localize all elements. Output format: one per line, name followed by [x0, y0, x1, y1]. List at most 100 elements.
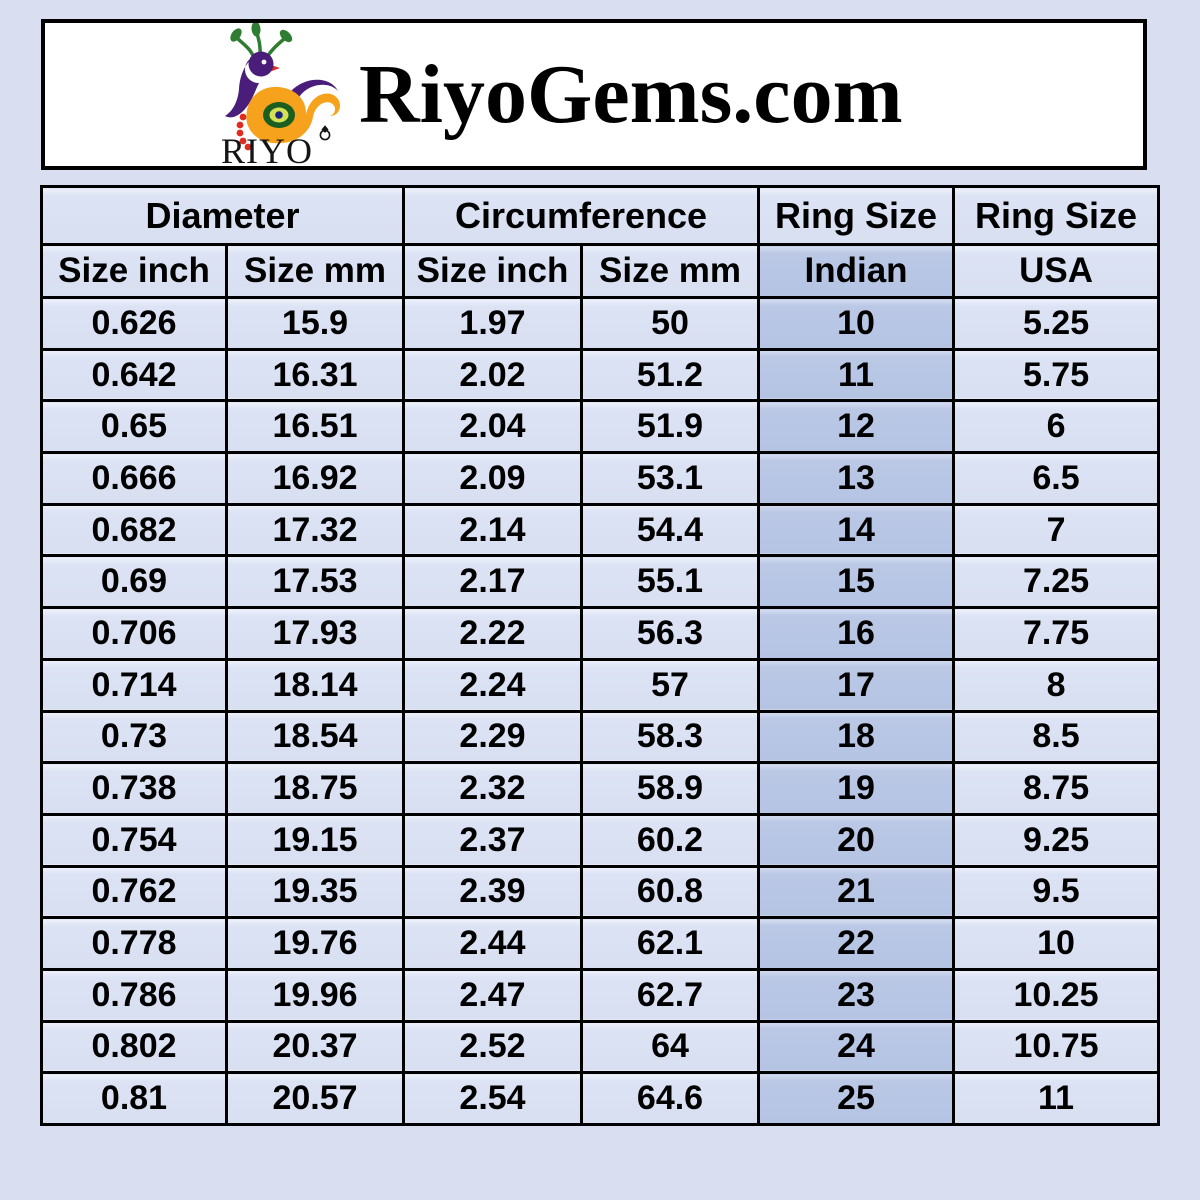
table-cell: 2.02 — [402, 347, 584, 403]
table-cell: 23 — [757, 967, 956, 1023]
table-cell: 15 — [757, 554, 956, 610]
table-cell: 14 — [757, 502, 956, 558]
table-cell: 62.7 — [580, 967, 761, 1023]
table-cell: 20 — [757, 812, 956, 868]
table-row: 0.706 17.93 2.22 56.3 16 7.75 — [40, 606, 1161, 661]
sub-header-circumference-mm: Size mm — [580, 243, 761, 299]
table-cell: 16.31 — [224, 347, 406, 403]
table-cell: 0.786 — [40, 967, 228, 1023]
table-row: 0.682 17.32 2.14 54.4 14 7 — [40, 502, 1161, 558]
table-cell: 17.93 — [224, 606, 406, 661]
table-cell: 17.32 — [224, 502, 406, 558]
peacock-logo-icon: RIYO — [221, 21, 341, 171]
table-cell: 16.92 — [224, 451, 406, 506]
table-row: 0.642 16.31 2.02 51.2 11 5.75 — [40, 347, 1161, 403]
table-cell: 19.96 — [224, 967, 406, 1023]
table-cell: 58.9 — [580, 761, 761, 816]
table-cell: 9.25 — [952, 812, 1161, 868]
table-cell: 0.706 — [40, 606, 228, 661]
table-cell: 55.1 — [580, 554, 761, 610]
table-cell: 9.5 — [952, 864, 1161, 920]
table-cell: 19.76 — [224, 916, 406, 971]
table-cell: 0.714 — [40, 657, 228, 713]
table-cell: 16.51 — [224, 399, 406, 455]
table-row: 0.762 19.35 2.39 60.8 21 9.5 — [40, 864, 1161, 920]
table-row: 0.69 17.53 2.17 55.1 15 7.25 — [40, 554, 1161, 610]
table-cell: 13 — [757, 451, 956, 506]
table-cell: 5.75 — [952, 347, 1161, 403]
sub-header-diameter-mm: Size mm — [224, 243, 406, 299]
table-cell: 18.54 — [224, 709, 406, 765]
table-cell: 2.09 — [402, 451, 584, 506]
table-cell: 2.14 — [402, 502, 584, 558]
table-cell: 19.35 — [224, 864, 406, 920]
group-header-row: Diameter Circumference Ring Size Ring Si… — [39, 185, 1161, 246]
table-cell: 2.39 — [402, 864, 584, 920]
brand-name: RIYO — [221, 131, 313, 166]
table-cell: 15.9 — [224, 296, 406, 351]
table-cell: 22 — [757, 916, 956, 971]
brand-logo: RIYO — [195, 21, 347, 171]
table-cell: 7.75 — [952, 606, 1161, 661]
group-header-ring-size-indian: Ring Size — [757, 185, 956, 246]
table-row: 0.778 19.76 2.44 62.1 22 10 — [40, 916, 1161, 971]
table-cell: 2.17 — [402, 554, 584, 610]
table-cell: 17 — [757, 657, 956, 713]
table-cell: 10 — [952, 916, 1161, 971]
table-cell: 0.762 — [40, 864, 228, 920]
table-cell: 51.9 — [580, 399, 761, 455]
table-cell: 5.25 — [952, 296, 1161, 351]
table-cell: 2.52 — [402, 1019, 584, 1075]
table-cell: 0.626 — [40, 296, 228, 351]
table-row: 0.714 18.14 2.24 57 17 8 — [40, 657, 1161, 713]
table-cell: 24 — [757, 1019, 956, 1075]
ring-icon — [319, 125, 331, 141]
table-cell: 53.1 — [580, 451, 761, 506]
table-cell: 8 — [952, 657, 1161, 713]
table-cell: 0.666 — [40, 451, 228, 506]
table-cell: 0.778 — [40, 916, 228, 971]
table-cell: 0.65 — [40, 399, 228, 455]
table-cell: 54.4 — [580, 502, 761, 558]
table-cell: 60.2 — [580, 812, 761, 868]
table-cell: 2.04 — [402, 399, 584, 455]
sub-header-circumference-inch: Size inch — [402, 243, 584, 299]
table-cell: 18 — [757, 709, 956, 765]
table-cell: 20.57 — [224, 1071, 406, 1126]
table-cell: 58.3 — [580, 709, 761, 765]
table-row: 0.73 18.54 2.29 58.3 18 8.5 — [40, 709, 1161, 765]
table-cell: 12 — [757, 399, 956, 455]
table-cell: 0.642 — [40, 347, 228, 403]
table-cell: 10 — [757, 296, 956, 351]
table-cell: 0.69 — [40, 554, 228, 610]
sub-header-diameter-inch: Size inch — [40, 243, 228, 299]
table-cell: 0.738 — [40, 761, 228, 816]
group-header-circumference: Circumference — [402, 185, 761, 246]
table-cell: 7.25 — [952, 554, 1161, 610]
table-row: 0.666 16.92 2.09 53.1 13 6.5 — [40, 451, 1161, 506]
size-chart-table: Diameter Circumference Ring Size Ring Si… — [39, 185, 1161, 1126]
brand-banner: RIYO RiyoGems.com — [41, 19, 1147, 171]
table-cell: 2.29 — [402, 709, 584, 765]
table-cell: 19 — [757, 761, 956, 816]
table-row: 0.786 19.96 2.47 62.7 23 10.25 — [40, 967, 1161, 1023]
table-cell: 2.44 — [402, 916, 584, 971]
table-cell: 18.14 — [224, 657, 406, 713]
table-cell: 11 — [952, 1071, 1161, 1126]
table-cell: 19.15 — [224, 812, 406, 868]
table-row: 0.738 18.75 2.32 58.9 19 8.75 — [40, 761, 1161, 816]
table-cell: 2.37 — [402, 812, 584, 868]
table-cell: 2.54 — [402, 1071, 584, 1126]
table-cell: 2.22 — [402, 606, 584, 661]
table-cell: 64 — [580, 1019, 761, 1075]
table-row: 0.81 20.57 2.54 64.6 25 11 — [40, 1071, 1161, 1126]
table-row: 0.65 16.51 2.04 51.9 12 6 — [40, 399, 1161, 455]
table-cell: 50 — [580, 296, 761, 351]
table-cell: 8.5 — [952, 709, 1161, 765]
table-body: 0.626 15.9 1.97 50 10 5.25 0.642 16.31 2.02 51.2 1… — [40, 296, 1161, 1126]
table-cell: 0.802 — [40, 1019, 228, 1075]
table-cell: 56.3 — [580, 606, 761, 661]
table-cell: 10.25 — [952, 967, 1161, 1023]
group-header-ring-size-usa: Ring Size — [952, 185, 1161, 246]
table-cell: 0.682 — [40, 502, 228, 558]
